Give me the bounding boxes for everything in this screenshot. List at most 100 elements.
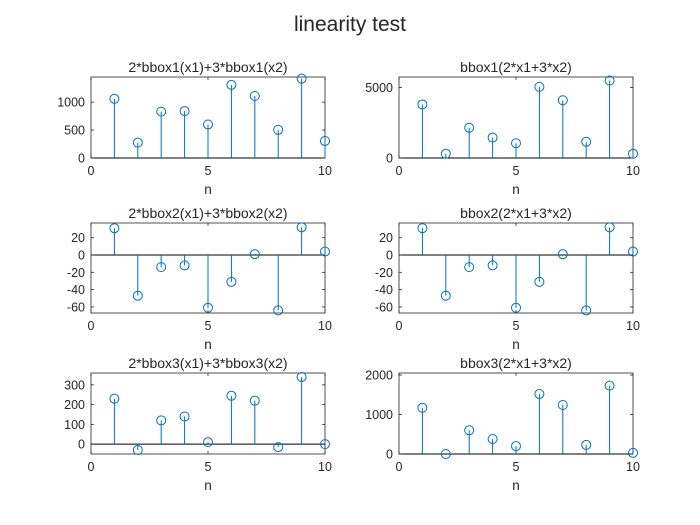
stem-marker	[604, 380, 615, 391]
stem-marker	[511, 302, 521, 313]
x-tick-label: 5	[513, 164, 520, 178]
subplot-6: 0 5 10 0 1000 2000 bbox3(2*x1+3*x2) n	[365, 355, 640, 493]
x-tick-label: 10	[626, 164, 640, 178]
x-tick-label: 0	[396, 164, 403, 178]
stem-marker	[249, 249, 260, 260]
y-tick-label: 0	[78, 249, 85, 263]
stem-marker	[320, 135, 330, 146]
stem-marker	[109, 393, 120, 404]
stem-marker	[226, 390, 237, 401]
y-tick-label: -20	[375, 266, 393, 280]
x-tick-label: 10	[626, 460, 640, 474]
subplot-3: 0 5 10 -60 -40 -20 0 20 2*bbox2(x1)+3*bbox2(x2) n	[67, 205, 332, 352]
subplot-1: 0 5 10 0 500 1000 2*bbox1(x1)+3*bbox1(x2) n	[57, 59, 332, 197]
y-tick-label: 0	[78, 438, 85, 452]
x-tick-label: 5	[205, 164, 212, 178]
y-tick-label: 100	[64, 418, 85, 432]
figure-title: linearity test	[294, 13, 406, 36]
y-tick-label: 20	[71, 231, 85, 245]
subplot-title: bbox3(2*x1+3*x2)	[460, 355, 572, 371]
stem-marker	[440, 148, 451, 159]
stem-marker	[511, 441, 521, 452]
stem-marker	[604, 222, 615, 233]
y-tick-label: 20	[379, 231, 393, 245]
stem-marker	[464, 262, 475, 273]
x-axis-label: n	[512, 182, 520, 197]
subplot-title: bbox1(2*x1+3*x2)	[460, 59, 572, 75]
y-tick-label: 5000	[365, 81, 393, 95]
axes-box	[90, 372, 326, 455]
stem-marker	[132, 290, 143, 301]
stem-marker	[417, 223, 428, 234]
stem-marker	[249, 90, 260, 101]
x-tick-label: 0	[88, 164, 95, 178]
x-axis-label: n	[204, 478, 212, 493]
subplot-title: 2*bbox1(x1)+3*bbox1(x2)	[128, 59, 287, 75]
stem-marker	[534, 81, 545, 92]
y-tick-label: 2000	[365, 368, 393, 382]
axes-box	[398, 372, 634, 455]
x-tick-label: 10	[626, 319, 640, 333]
stem-marker	[179, 260, 190, 271]
stem-marker	[109, 93, 120, 104]
stem-marker	[581, 136, 592, 147]
x-tick-label: 0	[396, 319, 403, 333]
stem-marker	[132, 445, 143, 456]
stem-marker	[273, 124, 284, 135]
stem-marker	[604, 75, 615, 86]
stem-marker	[273, 305, 284, 316]
x-tick-label: 5	[205, 319, 212, 333]
y-tick-label: -40	[375, 283, 393, 297]
stem-marker	[628, 246, 638, 257]
stem-marker	[581, 439, 592, 450]
stem-marker	[464, 425, 475, 436]
stem-marker	[226, 79, 237, 90]
stem-marker	[534, 388, 545, 399]
x-tick-label: 5	[513, 460, 520, 474]
y-tick-label: 0	[386, 152, 393, 166]
x-tick-label: 10	[318, 319, 332, 333]
x-axis-label: n	[204, 182, 212, 197]
stem-marker	[557, 400, 568, 411]
stem-marker	[557, 95, 568, 106]
stem-marker	[417, 402, 428, 413]
stem-marker	[557, 249, 568, 260]
stem-marker	[156, 262, 167, 273]
stem-marker	[156, 415, 167, 426]
y-tick-label: 0	[386, 249, 393, 263]
stem-marker	[296, 222, 307, 233]
y-tick-label: 1000	[57, 96, 85, 110]
x-tick-label: 0	[396, 460, 403, 474]
x-axis-label: n	[512, 478, 520, 493]
stem-marker	[487, 260, 498, 271]
stem-marker	[628, 447, 638, 458]
stem-marker	[179, 411, 190, 422]
stem-marker	[203, 437, 213, 448]
stem-marker	[581, 305, 592, 316]
subplot-title: bbox2(2*x1+3*x2)	[460, 205, 572, 221]
stem-marker	[487, 433, 498, 444]
stem-marker	[296, 73, 307, 84]
stem-marker	[156, 106, 167, 117]
y-tick-label: -60	[67, 300, 85, 314]
y-tick-label: -40	[67, 283, 85, 297]
subplot-4: 0 5 10 -60 -40 -20 0 20 bbox2(2*x1+3*x2) n	[375, 205, 640, 352]
stem-marker	[226, 276, 237, 287]
stem-marker	[464, 122, 475, 133]
x-axis-label: n	[512, 337, 520, 352]
subplot-title: 2*bbox3(x1)+3*bbox3(x2)	[128, 355, 287, 371]
y-tick-label: 0	[78, 152, 85, 166]
x-tick-label: 5	[205, 460, 212, 474]
stem-marker	[628, 148, 638, 159]
x-tick-label: 5	[513, 319, 520, 333]
stem-marker	[296, 371, 307, 382]
y-tick-label: 500	[64, 124, 85, 138]
y-tick-label: 300	[64, 378, 85, 392]
y-tick-label: 0	[386, 448, 393, 462]
stem-marker	[534, 276, 545, 287]
stem-marker	[320, 246, 330, 257]
x-tick-label: 10	[318, 460, 332, 474]
